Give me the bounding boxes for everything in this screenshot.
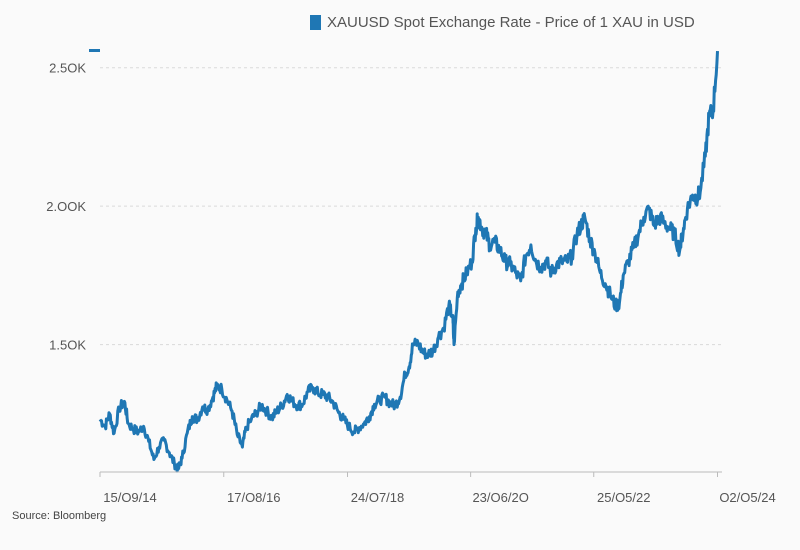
legend-marker	[89, 49, 100, 52]
y-axis-tick-labels: 1.5OK 2.OOK 2.5OK	[46, 61, 86, 353]
legend-label: XAUUSD Spot Exchange Rate - Price of 1 X…	[327, 14, 695, 31]
legend-swatch	[310, 15, 321, 30]
x-tick-label: O2/O5/24	[719, 490, 775, 505]
x-tick-label: 25/O5/22	[597, 490, 651, 505]
y-tick-label: 2.5OK	[49, 61, 86, 76]
x-axis-tick-labels: 15/O9/14 17/O8/16 24/O7/18 23/O6/2O 25/O5/22…	[99, 472, 776, 505]
y-tick-label: 1.5OK	[49, 338, 86, 353]
x-tick-label: 17/O8/16	[227, 490, 281, 505]
x-tick-label: 15/O9/14	[103, 490, 157, 505]
source-note: Source: Bloomberg	[12, 510, 107, 522]
y-tick-label: 2.OOK	[46, 199, 86, 214]
gridlines	[100, 67, 722, 346]
x-tick-label: 24/O7/18	[351, 490, 405, 505]
x-tick-label: 23/O6/2O	[472, 490, 528, 505]
series-line	[98, 51, 719, 473]
legend: XAUUSD Spot Exchange Rate - Price of 1 X…	[310, 14, 695, 31]
